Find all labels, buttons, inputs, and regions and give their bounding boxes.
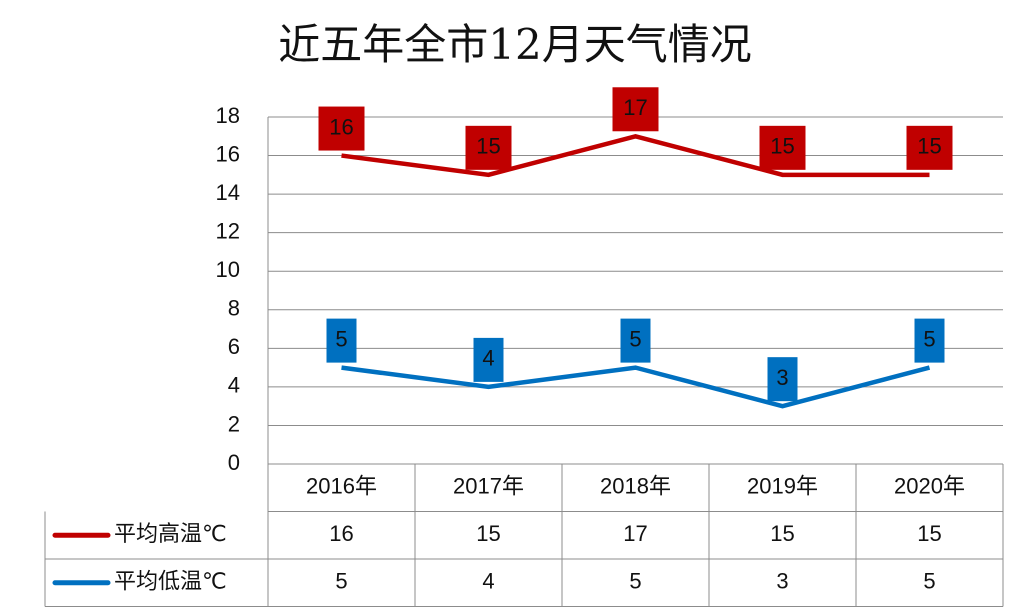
table-value: 15 (917, 521, 941, 546)
y-tick-label: 4 (228, 373, 240, 398)
data-label: 3 (776, 365, 788, 390)
data-label: 5 (629, 326, 641, 351)
y-tick-label: 14 (216, 180, 240, 205)
data-label-box (759, 125, 806, 170)
table-value: 15 (770, 521, 794, 546)
y-tick-label: 6 (228, 334, 240, 359)
table-value: 17 (623, 521, 647, 546)
chart-title: 近五年全市12月天气情况 (278, 20, 751, 69)
data-label-box (326, 318, 357, 363)
data-label: 4 (482, 346, 494, 371)
y-tick-label: 18 (216, 103, 240, 128)
table-value: 5 (629, 569, 641, 594)
y-tick-label: 2 (228, 411, 240, 436)
data-label: 5 (923, 326, 935, 351)
x-tick-label: 2017年 (453, 474, 524, 499)
table-value: 3 (776, 569, 788, 594)
table-value: 4 (482, 569, 494, 594)
x-tick-label: 2020年 (894, 474, 965, 499)
series-line (341, 365, 931, 409)
data-label-box (612, 87, 659, 132)
series-line (341, 133, 930, 178)
data-label: 15 (770, 134, 794, 159)
table-value: 15 (476, 521, 500, 546)
y-tick-label: 8 (228, 296, 240, 321)
y-tick-label: 16 (216, 141, 240, 166)
data-label-box (465, 125, 512, 170)
data-label-box (473, 337, 504, 382)
data-label: 15 (917, 134, 941, 159)
x-tick-label: 2019年 (747, 474, 818, 499)
table-value: 5 (923, 569, 935, 594)
y-tick-label: 12 (216, 218, 240, 243)
y-tick-label: 0 (228, 450, 240, 475)
data-label: 16 (329, 114, 353, 139)
data-label: 5 (335, 326, 347, 351)
data-label-box (767, 357, 798, 402)
data-label: 17 (623, 95, 647, 120)
y-tick-label: 10 (216, 257, 240, 282)
x-tick-label: 2018年 (600, 474, 671, 499)
table-value: 5 (335, 569, 347, 594)
data-label-box (906, 125, 953, 170)
x-tick-label: 2016年 (306, 474, 377, 499)
data-label-box (620, 318, 651, 363)
legend-label: 平均低温℃ (114, 569, 227, 594)
data-label-box (318, 106, 365, 151)
data-label: 15 (476, 134, 500, 159)
data-label-box (914, 318, 945, 363)
table-value: 16 (329, 521, 353, 546)
legend-label: 平均高温℃ (114, 521, 227, 546)
